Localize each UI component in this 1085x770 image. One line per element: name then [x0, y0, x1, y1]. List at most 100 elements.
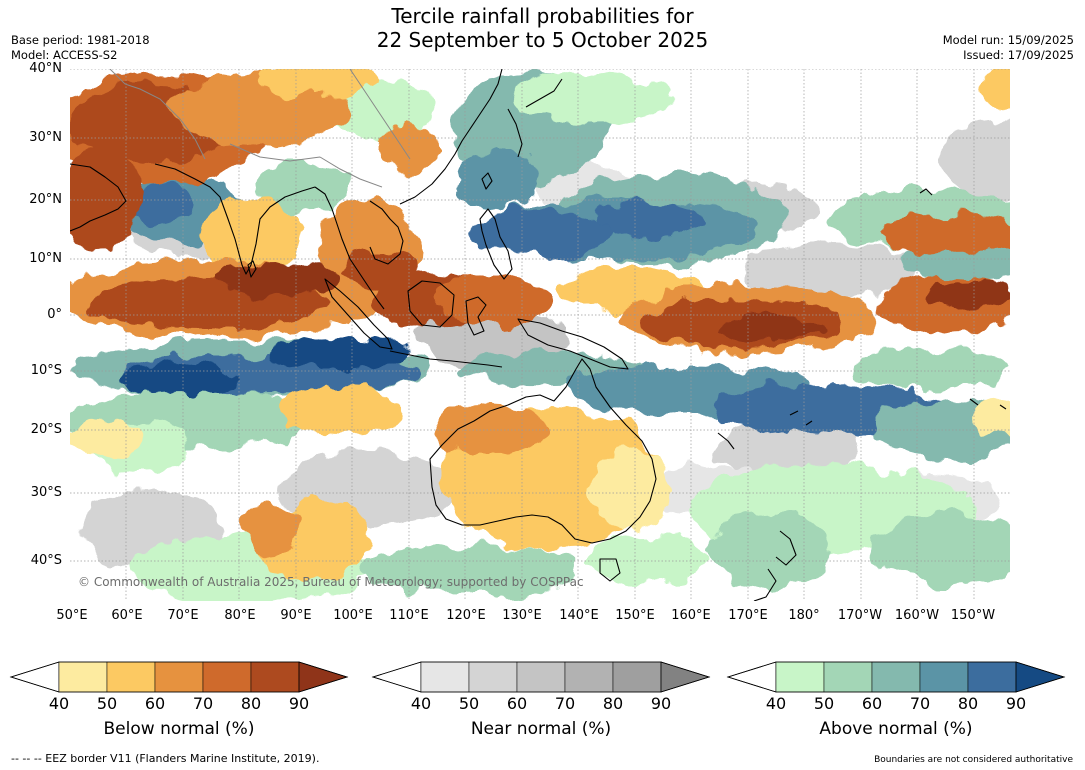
longitude-label: 120°E [446, 608, 486, 623]
colorbar-low-extend [726, 661, 777, 693]
above-normal-region [850, 349, 1010, 389]
eez-border-note: -- -- -- EEZ border V11 (Flanders Marine… [11, 752, 320, 765]
longitude-label: 170°W [837, 608, 883, 623]
above-normal-region [710, 509, 830, 589]
near-normal-region [940, 119, 1010, 199]
colorbar-tick-label: 40 [48, 694, 70, 713]
colorbar-segment [250, 661, 300, 693]
colorbar-title-below: Below normal (%) [103, 719, 255, 739]
coast-new-caledonia [717, 432, 735, 450]
coast-china-east [399, 69, 503, 205]
above-normal-region [270, 340, 410, 368]
model-name: Model: ACCESS-S2 [11, 48, 118, 62]
title-line-2: 22 September to 5 October 2025 [376, 28, 709, 52]
colorbar-segment [564, 661, 614, 693]
near-normal-region [720, 419, 860, 479]
coast-arabia [70, 163, 127, 232]
colorbar-segment [967, 661, 1017, 693]
colorbar-tick-label: 60 [506, 694, 528, 713]
colorbar-tick-label: 60 [144, 694, 166, 713]
longitude-label: 150°W [950, 608, 996, 623]
colorbar-title-above: Above normal (%) [819, 719, 973, 739]
colorbar-high-extend [298, 661, 349, 693]
latitude-label: 40°S [30, 553, 62, 568]
colorbar-title-near: Near normal (%) [470, 719, 612, 739]
longitude-label: 100°E [333, 608, 373, 623]
longitude-label: 110°E [389, 608, 429, 623]
below-normal-region [970, 399, 1010, 439]
colorbar-segment [871, 661, 921, 693]
latitude-label: 10°N [29, 251, 62, 266]
coast-new-guinea [517, 318, 629, 370]
forecast-map: © Commonwealth of Australia 2025, Bureau… [70, 69, 1010, 601]
coast-india [154, 163, 316, 275]
latitude-label: 10°S [30, 363, 62, 378]
colorbar-tick-label: 80 [602, 694, 624, 713]
latitude-label: 30°N [29, 130, 62, 145]
coast-australia [429, 358, 657, 544]
boundaries-disclaimer: Boundaries are not considered authoritat… [874, 755, 1073, 765]
longitude-label: 70°E [167, 608, 199, 623]
longitude-label: 60°E [111, 608, 143, 623]
below-normal-region [280, 384, 400, 434]
colorbar-low-extend [371, 661, 422, 693]
longitude-label: 170°E [728, 608, 768, 623]
below-normal-region [70, 419, 140, 459]
latitude-label: 0° [47, 307, 62, 322]
colorbar-segment [919, 661, 969, 693]
longitude-label: 150°E [615, 608, 655, 623]
colorbar-tick-label: 80 [240, 694, 262, 713]
below-normal-region [380, 124, 440, 174]
colorbar-tick-label: 60 [861, 694, 883, 713]
longitude-label: 140°E [559, 608, 599, 623]
colorbar-tick-label: 50 [813, 694, 835, 713]
colorbar-tick-label: 70 [909, 694, 931, 713]
coast-se-asia-north [314, 186, 385, 310]
coast-borneo [407, 280, 455, 328]
coast-indochina [369, 200, 404, 265]
title-line-1: Tercile rainfall probabilities for [391, 4, 694, 28]
colorbar-outline [371, 661, 711, 693]
coast-sumatra [324, 278, 393, 350]
above-normal-region [470, 209, 610, 259]
coastlines [70, 69, 1007, 601]
border-line [109, 69, 411, 188]
colorbar-segment [775, 661, 825, 693]
colorbar-tick-label: 90 [1005, 694, 1027, 713]
colorbar-segment [516, 661, 566, 693]
colorbar-tick-label: 70 [554, 694, 576, 713]
colorbar-segment [468, 661, 518, 693]
colorbar-segment [612, 661, 662, 693]
colorbar-outline [9, 661, 349, 693]
meta-right: Model run: 15/09/2025 Issued: 17/09/2025 [943, 33, 1074, 63]
below-normal-region [980, 69, 1010, 109]
longitude-label: 160°E [671, 608, 711, 623]
colorbar-tick-label: 50 [458, 694, 480, 713]
below-normal-region [430, 404, 550, 454]
country-borders [109, 69, 411, 188]
coast-sri-lanka [247, 260, 257, 278]
longitude-label: 180° [788, 608, 820, 623]
near-normal-region [740, 243, 920, 295]
longitude-label: 80°E [224, 608, 256, 623]
probability-field [70, 69, 1010, 601]
above-normal-region [250, 164, 350, 214]
base-period: Base period: 1981-2018 [11, 33, 150, 47]
longitude-label: 90°E [280, 608, 312, 623]
map-title: Tercile rainfall probabilities for 22 Se… [0, 4, 1085, 52]
latitude-label: 40°N [29, 61, 62, 76]
below-normal-region [70, 149, 140, 249]
longitude-label: 130°E [502, 608, 542, 623]
colorbars [9, 661, 1066, 693]
meta-left: Base period: 1981-2018 Model: ACCESS-S2 [11, 33, 150, 63]
colorbar-high-extend [660, 661, 711, 693]
colorbar-segment [823, 661, 873, 693]
below-normal-region [720, 315, 820, 343]
below-normal-region [430, 274, 550, 324]
longitude-label: 50°E [56, 608, 88, 623]
latitude-label: 30°S [30, 485, 62, 500]
latitude-label: 20°N [29, 192, 62, 207]
above-normal-region [870, 514, 1010, 584]
below-normal-region [590, 449, 670, 529]
colorbar-tick-label: 40 [765, 694, 787, 713]
